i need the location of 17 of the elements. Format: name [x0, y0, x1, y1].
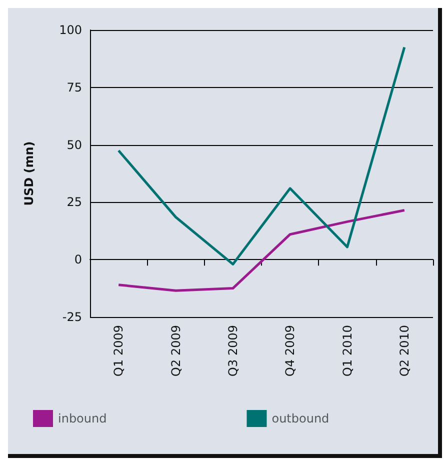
x-tick-label: Q1 2009 — [112, 325, 126, 376]
y-tick-label: 0 — [74, 252, 82, 267]
line-series — [117, 208, 406, 292]
y-tick-label: 100 — [59, 23, 82, 37]
legend-label: inbound — [58, 412, 107, 426]
y-axis-title: USD (mn) — [22, 141, 36, 206]
x-tick-label: Q2 2010 — [397, 325, 412, 376]
y-tick-label: 50 — [66, 138, 82, 152]
y-tick-label: -25 — [62, 310, 82, 324]
y-tick-label: 75 — [66, 80, 82, 94]
legend-label: outbound — [272, 412, 330, 426]
x-tick-label: Q4 2009 — [283, 325, 298, 376]
line-series — [117, 46, 406, 266]
x-tick-label: Q3 2009 — [226, 325, 240, 376]
x-tick-label: Q2 2009 — [168, 325, 183, 376]
y-tick-label: 25 — [66, 195, 82, 210]
x-tick-label: Q1 2010 — [340, 325, 354, 376]
